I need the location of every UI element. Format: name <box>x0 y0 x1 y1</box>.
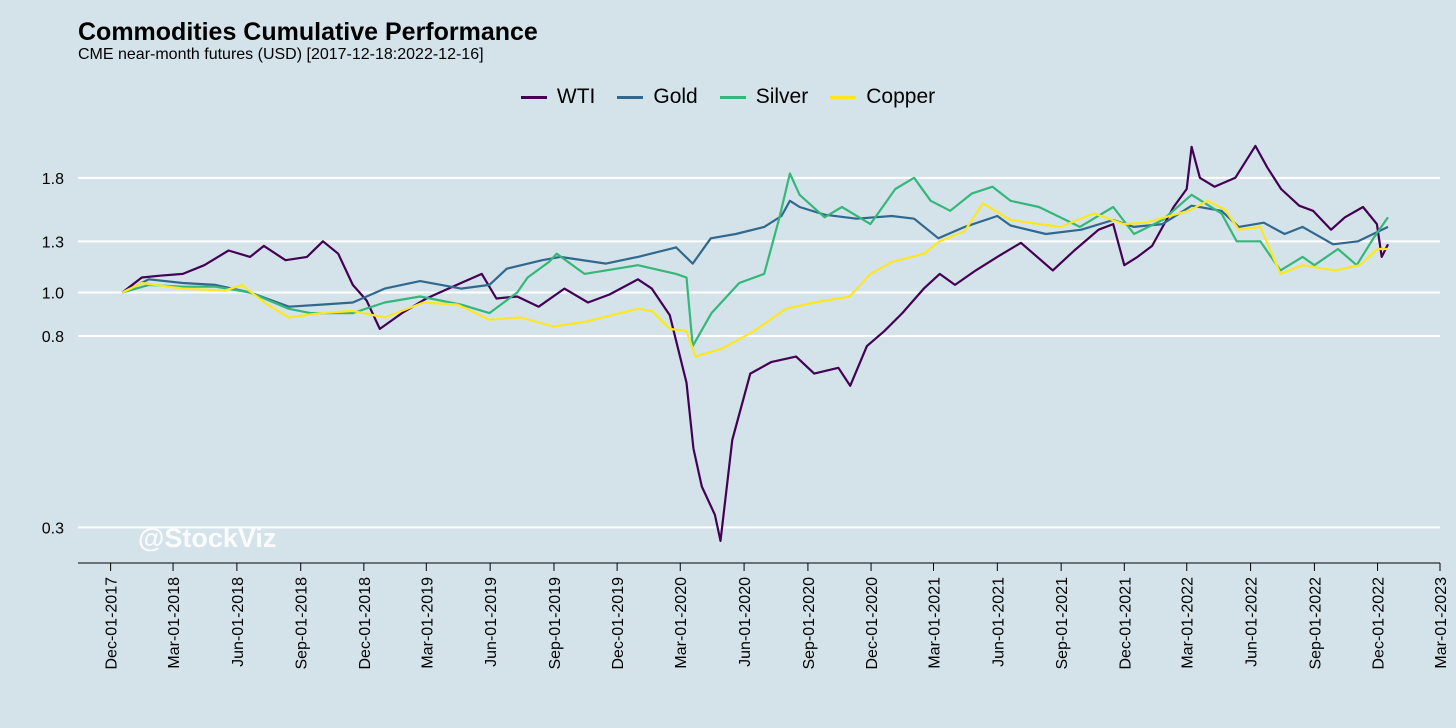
legend-swatch-copper <box>830 95 857 99</box>
legend-label-wti: WTI <box>556 85 596 108</box>
y-tick-label: 1.3 <box>42 234 64 251</box>
x-tick-label: Mar-01-2019 <box>419 577 436 669</box>
x-tick-label: Jun-01-2019 <box>483 577 500 667</box>
x-tick-label: Dec-01-2017 <box>104 577 121 670</box>
chart-subtitle: CME near-month futures (USD) [2017-12-18… <box>78 46 484 63</box>
x-tick-label: Mar-01-2018 <box>166 577 183 669</box>
x-tick-label: Sep-01-2020 <box>801 577 818 670</box>
x-tick-label: Dec-01-2020 <box>864 577 881 670</box>
chart-title: Commodities Cumulative Performance <box>78 18 538 46</box>
legend-label-gold: Gold <box>653 85 698 108</box>
y-tick-label: 0.3 <box>42 520 64 537</box>
x-tick-label: Mar-01-2023 <box>1433 577 1450 669</box>
x-tick-label: Sep-01-2018 <box>294 577 311 670</box>
x-tick-label: Dec-01-2018 <box>357 577 374 670</box>
legend-swatch-silver <box>719 95 746 99</box>
legend-item-silver: Silver <box>719 85 809 109</box>
x-tick-label: Dec-01-2019 <box>610 577 627 670</box>
x-tick-label: Jun-01-2022 <box>1244 577 1261 667</box>
legend-item-wti: WTI <box>520 85 596 109</box>
legend-label-silver: Silver <box>755 85 809 108</box>
x-tick-label: Jun-01-2021 <box>990 577 1007 667</box>
series-line-silver <box>122 172 1389 348</box>
series-line-gold <box>121 199 1389 308</box>
series-line-copper <box>121 199 1388 358</box>
y-tick-label: 1.0 <box>42 286 64 303</box>
x-tick-label: Mar-01-2020 <box>673 577 690 669</box>
legend-item-copper: Copper <box>830 85 935 109</box>
y-tick-label: 0.8 <box>42 329 64 346</box>
legend-swatch-wti <box>520 95 547 99</box>
x-tick-label: Jun-01-2018 <box>230 577 247 667</box>
x-tick-label: Mar-01-2021 <box>926 577 943 669</box>
x-tick-label: Dec-01-2021 <box>1117 577 1134 670</box>
legend-swatch-gold <box>617 95 644 99</box>
x-tick-label: Mar-01-2022 <box>1180 577 1197 669</box>
series-line-wti <box>121 144 1389 542</box>
x-tick-label: Sep-01-2021 <box>1054 577 1071 670</box>
x-tick-label: Jun-01-2020 <box>737 577 754 667</box>
x-tick-label: Dec-01-2022 <box>1371 577 1388 670</box>
x-tick-label: Sep-01-2019 <box>547 577 564 670</box>
legend-item-gold: Gold <box>617 85 698 109</box>
y-tick-label: 1.8 <box>42 171 64 188</box>
x-tick-label: Sep-01-2022 <box>1307 577 1324 670</box>
legend: WTI Gold Silver Copper <box>0 85 1456 109</box>
legend-label-copper: Copper <box>866 85 936 108</box>
watermark-text: @StockViz <box>138 523 276 553</box>
